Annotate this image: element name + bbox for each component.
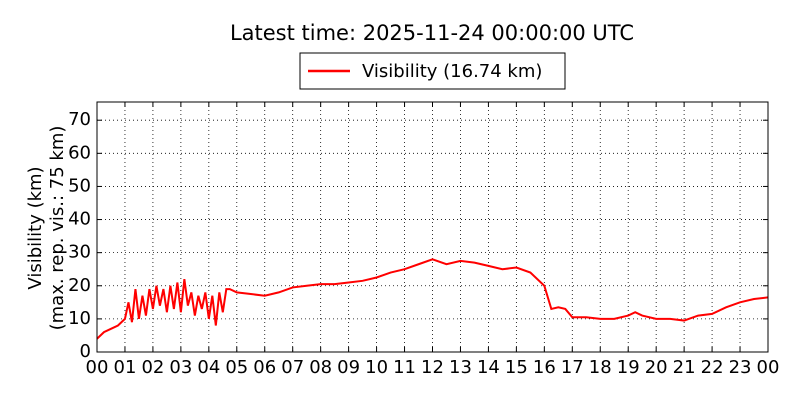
x-tick-label: 01	[114, 357, 137, 378]
x-tick-label: 11	[393, 357, 416, 378]
y-tick-label: 60	[68, 142, 91, 163]
x-tick-label: 04	[197, 357, 220, 378]
y-tick-label: 10	[68, 308, 91, 329]
x-tick-label: 02	[141, 357, 164, 378]
plot-frame	[96, 101, 769, 353]
x-tick-label: 08	[309, 357, 332, 378]
x-tick-label: 05	[225, 357, 248, 378]
x-tick-label: 13	[449, 357, 472, 378]
x-tick-label: 12	[421, 357, 444, 378]
y-tick-label: 0	[80, 341, 91, 362]
x-tick-label: 19	[617, 357, 640, 378]
y-tick-label: 40	[68, 209, 91, 230]
y-tick-label: 50	[68, 175, 91, 196]
x-tick-label: 22	[701, 357, 724, 378]
x-tick-label: 00	[86, 357, 109, 378]
x-tick-label: 18	[589, 357, 612, 378]
x-tick-label: 09	[337, 357, 360, 378]
x-tick-label: 16	[533, 357, 556, 378]
x-tick-label: 20	[645, 357, 668, 378]
y-axis-label: (max. rep. vis.: 75 km)	[47, 126, 68, 331]
x-tick-label: 10	[365, 357, 388, 378]
x-tick-label: 17	[561, 357, 584, 378]
x-tick-label: 21	[673, 357, 696, 378]
legend-label: Visibility (16.74 km)	[362, 61, 542, 82]
data-line	[96, 258, 769, 340]
x-tick-label: 07	[281, 357, 304, 378]
y-tick-label: 30	[68, 242, 91, 263]
x-tick-label: 14	[477, 357, 500, 378]
x-tick-label: 03	[169, 357, 192, 378]
y-tick-label: 70	[68, 109, 91, 130]
y-axis-label: Visibility (km)	[25, 166, 46, 289]
x-tick-label: 15	[505, 357, 528, 378]
chart-title: Latest time: 2025-11-24 00:00:00 UTC	[230, 21, 634, 45]
x-tick-label: 06	[253, 357, 276, 378]
x-tick-label: 00	[757, 357, 780, 378]
y-tick-label: 20	[68, 275, 91, 296]
x-tick-label: 23	[729, 357, 752, 378]
